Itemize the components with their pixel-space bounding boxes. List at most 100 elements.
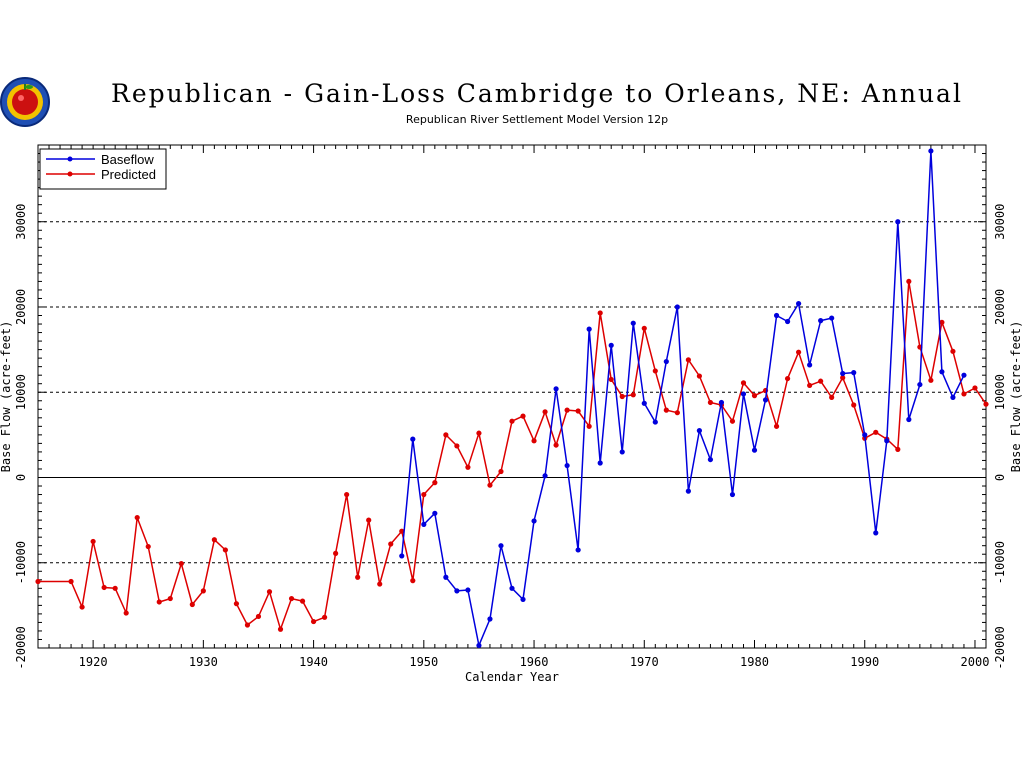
data-point-predicted	[123, 610, 129, 616]
data-point-predicted	[873, 429, 879, 435]
data-point-baseflow	[939, 369, 945, 375]
y-tick-label-right: 30000	[993, 204, 1007, 240]
data-point-baseflow	[421, 521, 427, 527]
series-line-baseflow	[401, 150, 965, 647]
data-point-predicted	[310, 618, 317, 625]
data-point-baseflow	[542, 473, 548, 479]
series-layer	[35, 148, 989, 649]
data-point-predicted	[167, 595, 173, 602]
data-point-predicted	[465, 464, 471, 470]
data-point-predicted	[685, 357, 691, 363]
data-point-predicted	[840, 375, 846, 381]
data-point-predicted	[333, 550, 339, 556]
data-point-baseflow	[597, 460, 603, 466]
data-point-baseflow	[740, 391, 747, 397]
data-point-baseflow	[829, 315, 835, 321]
data-point-predicted	[784, 375, 791, 382]
data-point-baseflow	[873, 530, 879, 536]
y-tick-label-left: -10000	[14, 541, 28, 584]
data-point-predicted	[773, 423, 780, 429]
data-point-predicted	[399, 528, 405, 534]
y-tick-label-left: 0	[14, 474, 28, 481]
data-point-baseflow	[443, 574, 449, 580]
data-point-predicted	[498, 468, 504, 475]
data-point-predicted	[244, 622, 251, 628]
data-point-predicted	[233, 601, 240, 607]
data-point-predicted	[178, 560, 184, 567]
data-point-baseflow	[399, 553, 405, 559]
data-point-baseflow	[818, 318, 824, 324]
data-point-predicted	[487, 482, 493, 488]
data-point-baseflow	[773, 312, 780, 319]
y-tick-label-left: 20000	[14, 289, 28, 325]
data-point-baseflow	[696, 428, 702, 434]
data-point-baseflow	[950, 394, 956, 400]
data-point-predicted	[79, 604, 85, 610]
data-point-baseflow	[862, 432, 868, 438]
data-point-predicted	[630, 392, 636, 398]
data-point-predicted	[807, 382, 813, 389]
legend: Baseflow Predicted	[39, 148, 167, 190]
data-point-predicted	[322, 614, 328, 620]
data-point-predicted	[344, 491, 350, 498]
x-tick-label: 1930	[189, 655, 218, 669]
data-point-predicted	[156, 599, 162, 605]
data-point-predicted	[851, 402, 857, 408]
data-point-predicted	[410, 578, 416, 584]
data-point-baseflow	[928, 148, 934, 154]
data-point-baseflow	[652, 419, 658, 425]
data-point-predicted	[134, 514, 140, 521]
data-point-predicted	[211, 537, 217, 543]
data-point-baseflow	[630, 320, 636, 326]
x-axis-label: Calendar Year	[465, 670, 559, 684]
y-tick-label-right: 10000	[993, 374, 1007, 410]
x-tick-label: 1920	[79, 655, 108, 669]
data-point-baseflow	[707, 456, 714, 463]
y-axis-label-right: Base Flow (acre-feet)	[1009, 321, 1023, 473]
data-point-predicted	[796, 349, 802, 355]
data-point-predicted	[421, 491, 427, 498]
data-point-predicted	[388, 541, 394, 547]
data-point-predicted	[939, 319, 945, 325]
data-point-predicted	[663, 407, 669, 413]
data-point-baseflow	[762, 397, 769, 403]
data-point-predicted	[652, 368, 658, 374]
axis-ticks: 1920 1930 1940 1950 1960 1970 1980 1990 2000-200…	[14, 144, 1007, 670]
y-tick-label-right: -10000	[993, 541, 1007, 584]
data-point-baseflow	[531, 518, 537, 524]
data-point-baseflow	[564, 462, 570, 469]
agency-logo-icon	[0, 77, 50, 127]
data-point-predicted	[90, 538, 96, 545]
data-point-baseflow	[509, 585, 515, 591]
data-point-baseflow	[674, 304, 680, 310]
chart-subtitle: Republican River Settlement Model Versio…	[406, 113, 668, 126]
data-point-predicted	[961, 391, 967, 397]
data-point-baseflow	[784, 318, 791, 325]
y-tick-label-right: 20000	[993, 289, 1007, 325]
y-tick-label-left: 30000	[14, 204, 28, 240]
legend-label-baseflow: Baseflow	[101, 152, 154, 167]
data-point-predicted	[476, 430, 482, 436]
data-point-predicted	[288, 595, 295, 602]
data-point-baseflow	[454, 588, 460, 594]
data-point-predicted	[531, 438, 537, 444]
data-point-baseflow	[685, 488, 691, 494]
data-point-baseflow	[851, 370, 857, 376]
data-point-predicted	[818, 378, 824, 384]
data-point-baseflow	[663, 358, 669, 365]
data-point-baseflow	[796, 300, 802, 307]
data-point-predicted	[366, 517, 372, 523]
data-point-predicted	[597, 310, 603, 316]
x-tick-label: 1960	[520, 655, 549, 669]
data-point-predicted	[972, 385, 978, 391]
data-point-predicted	[928, 377, 934, 383]
data-point-predicted	[707, 399, 714, 406]
x-tick-label: 1950	[409, 655, 438, 669]
data-point-predicted	[586, 423, 592, 429]
y-tick-label-left: 10000	[14, 374, 28, 410]
x-tick-label: 1990	[850, 655, 879, 669]
data-point-predicted	[751, 393, 758, 399]
data-point-baseflow	[586, 326, 592, 332]
legend-dot-baseflow	[67, 156, 73, 162]
x-tick-label: 1980	[740, 655, 769, 669]
